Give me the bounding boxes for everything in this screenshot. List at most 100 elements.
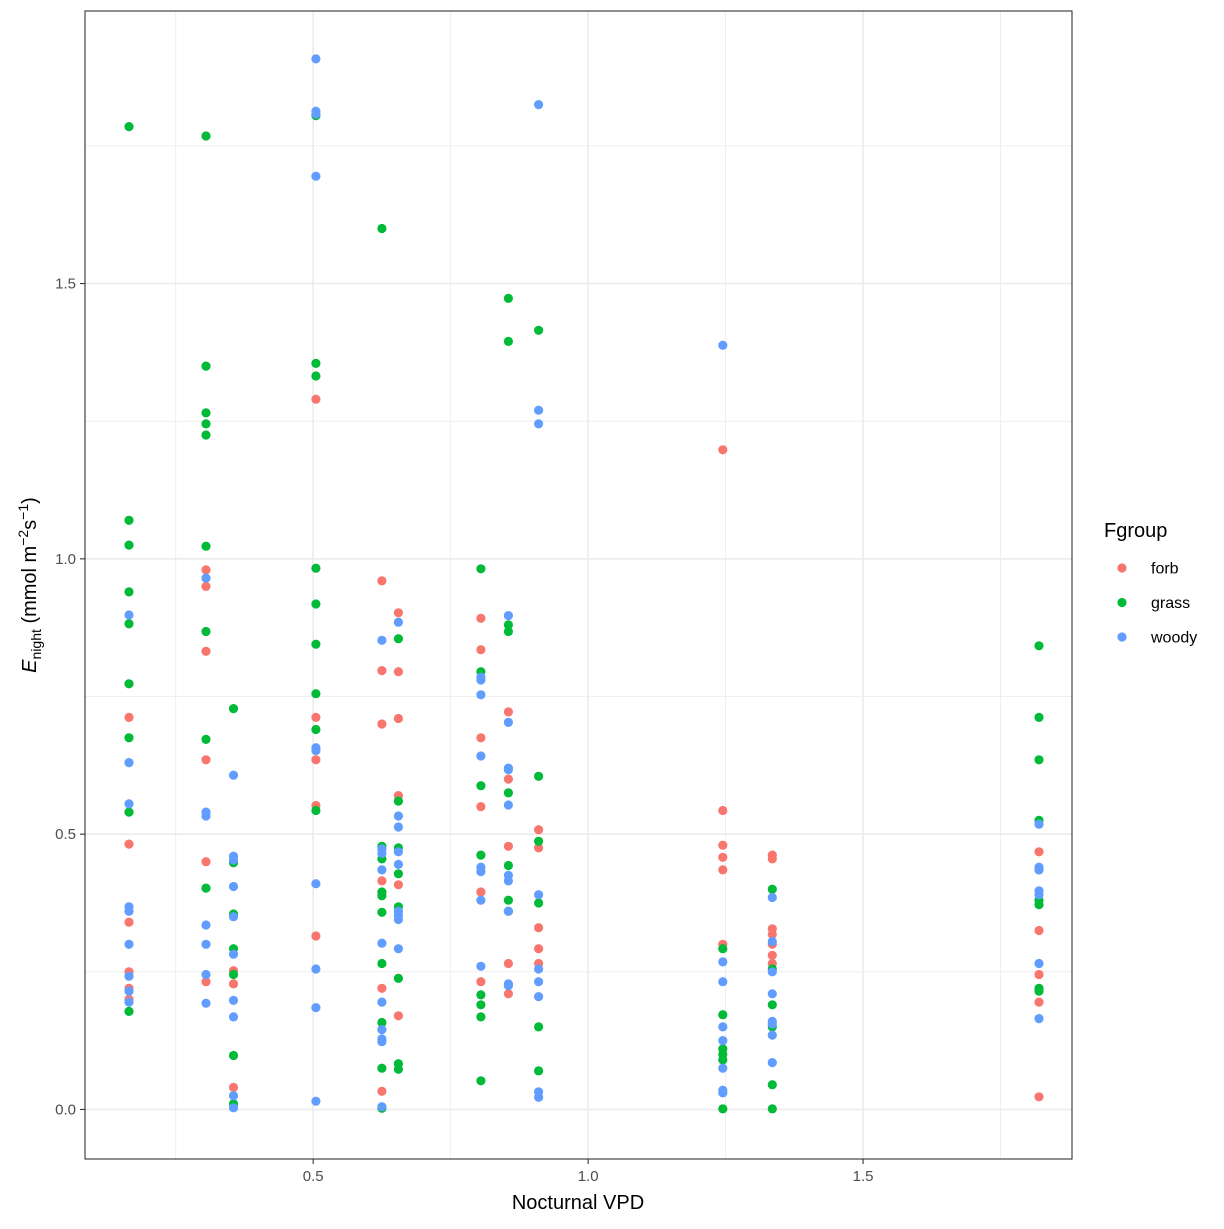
x-tick-label: 1.0 [578,1168,599,1185]
data-point-forb [228,979,239,989]
data-point-grass [767,1080,777,1090]
data-point-forb [377,666,387,676]
data-point-woody [201,920,211,930]
data-point-forb [377,876,387,886]
data-point-woody [393,617,403,627]
data-point-forb [393,1011,403,1021]
data-point-forb [476,887,486,897]
data-point-grass [311,563,321,573]
minor-gridlines [85,11,1072,1159]
x-axis: 0.5 1.0 1.5 [303,1159,873,1185]
data-point-grass [311,639,321,649]
data-point-grass [503,336,513,346]
legend-title: Fgroup [1104,520,1167,542]
data-point-woody [228,949,239,959]
data-point-forb [228,1082,239,1092]
data-point-woody [393,811,403,821]
data-point-forb [124,839,134,849]
data-point-woody [377,938,387,948]
data-point-forb [534,843,544,853]
data-point-woody [718,1063,728,1073]
data-point-woody [124,758,134,768]
data-point-woody [124,906,134,916]
data-point-grass [534,1066,544,1076]
data-point-woody [476,961,486,971]
data-point-grass [767,1104,777,1114]
data-point-forb [201,565,211,575]
data-point-forb [534,944,544,954]
y-tick-label: 1.0 [55,551,76,568]
data-point-forb [718,840,728,850]
data-point-forb [718,445,728,455]
data-point-grass [718,1010,728,1020]
data-point-woody [718,1022,728,1032]
data-point-forb [534,923,544,933]
data-point-grass [1034,755,1044,765]
data-point-woody [503,981,513,991]
y-axis-label: Enight (mmol m−2s−1) [15,497,44,673]
data-point-woody [503,906,513,916]
data-point-forb [201,646,211,656]
data-point-forb [1034,997,1044,1007]
data-point-woody [228,995,239,1006]
data-point-grass [311,358,321,368]
data-point-forb [718,865,728,875]
y-label-unit-open: (mmol m [19,546,41,629]
data-point-woody [718,1088,728,1098]
data-point-grass [124,807,134,817]
data-point-forb [503,707,513,717]
data-point-woody [767,967,777,977]
data-point-grass [393,869,403,879]
data-point-woody [534,419,544,429]
data-point-grass [201,883,211,893]
data-point-woody [377,848,387,859]
y-label-unit-mid: s [19,520,41,530]
data-point-forb [393,608,403,618]
data-point-grass [377,907,387,917]
data-point-woody [503,611,513,621]
data-point-woody [228,881,239,892]
data-point-forb [718,852,728,862]
data-point-grass [228,704,239,714]
data-point-grass [767,884,777,894]
data-point-grass [1034,986,1044,996]
data-point-grass [377,958,387,969]
data-point-woody [767,1019,777,1029]
data-point-forb [1034,1092,1044,1102]
data-point-grass [503,860,513,871]
data-point-woody [476,895,486,905]
y-axis: 0.0 0.5 1.0 1.5 [55,276,85,1118]
data-point-grass [124,619,134,629]
data-point-grass [534,325,544,335]
data-point-grass [476,1012,486,1022]
data-point-forb [503,774,513,784]
data-point-grass [1034,712,1044,723]
data-point-woody [311,171,321,181]
data-point-woody [201,811,211,821]
data-point-woody [503,876,513,886]
y-label-exponent-1: −2 [15,530,31,546]
data-point-grass [311,599,321,609]
y-label-unit-close: ) [19,497,41,504]
data-point-woody [534,1092,544,1102]
data-point-woody [377,997,387,1007]
data-point-grass [201,408,211,418]
data-point-grass [503,788,513,798]
data-point-woody [201,939,211,949]
data-points [124,54,1044,1114]
data-point-woody [124,986,134,996]
data-point-grass [201,430,211,440]
data-point-forb [718,805,728,816]
data-point-forb [476,645,486,655]
legend-key-grass [1117,597,1127,608]
data-point-grass [377,1063,387,1073]
data-point-grass [201,734,211,745]
panel-border [84,10,1073,1160]
data-point-woody [534,964,544,974]
data-point-woody [311,109,321,119]
data-point-grass [503,895,513,905]
data-point-forb [201,581,211,592]
data-point-forb [377,719,387,729]
data-point-woody [718,977,728,987]
